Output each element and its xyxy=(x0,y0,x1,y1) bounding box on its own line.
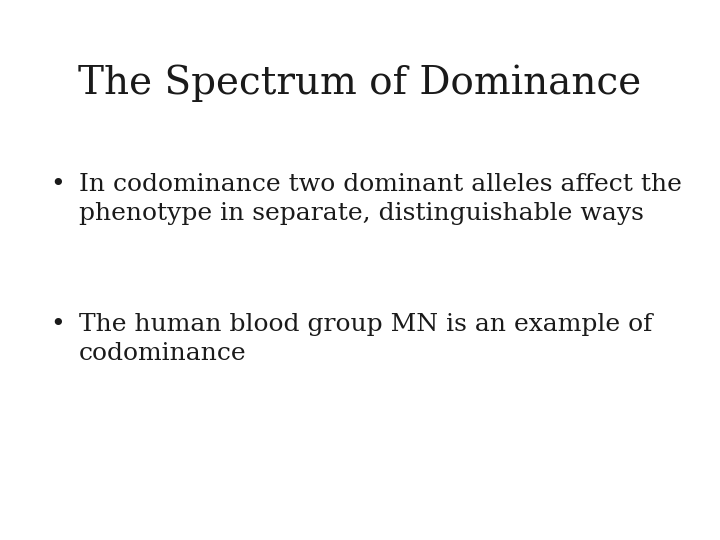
Text: •: • xyxy=(50,313,65,336)
Text: The human blood group MN is an example of
codominance: The human blood group MN is an example o… xyxy=(79,313,652,366)
Text: •: • xyxy=(50,173,65,196)
Text: The Spectrum of Dominance: The Spectrum of Dominance xyxy=(78,65,642,102)
Text: In codominance two dominant alleles affect the
phenotype in separate, distinguis: In codominance two dominant alleles affe… xyxy=(79,173,682,225)
